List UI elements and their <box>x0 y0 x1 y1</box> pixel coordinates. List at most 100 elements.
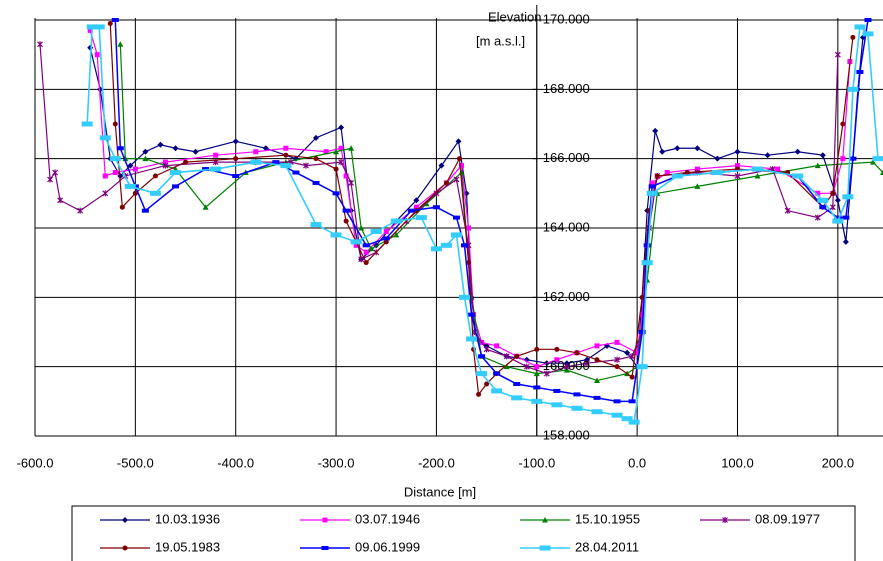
marker <box>563 367 570 373</box>
marker <box>571 405 583 411</box>
marker <box>694 183 701 189</box>
marker <box>646 190 658 196</box>
y-tick-label: 158.000 <box>543 427 590 442</box>
marker <box>94 52 100 58</box>
marker <box>117 173 124 179</box>
x-tick-label: -400.0 <box>217 455 254 470</box>
marker <box>338 159 345 166</box>
marker <box>614 339 620 345</box>
marker <box>574 350 580 356</box>
marker <box>116 146 124 151</box>
marker <box>57 197 64 204</box>
marker <box>142 155 149 162</box>
y-axis-unit: [m a.s.l.] <box>476 33 525 48</box>
marker <box>102 190 109 197</box>
marker <box>253 149 259 155</box>
marker <box>621 416 633 422</box>
marker <box>629 374 635 380</box>
marker <box>539 545 551 551</box>
marker <box>722 517 728 523</box>
marker <box>764 152 771 159</box>
marker <box>283 145 289 151</box>
marker <box>819 152 826 159</box>
marker <box>322 517 328 523</box>
marker <box>840 121 846 127</box>
marker <box>654 173 660 179</box>
marker <box>511 395 523 401</box>
marker <box>775 166 781 172</box>
x-tick-label: -600.0 <box>17 455 54 470</box>
marker <box>162 159 168 165</box>
marker <box>283 152 289 158</box>
marker <box>476 391 482 397</box>
marker <box>854 24 866 30</box>
marker <box>233 156 239 162</box>
marker <box>734 163 740 169</box>
marker <box>830 190 836 196</box>
y-tick-label: 170.000 <box>543 11 590 26</box>
marker <box>368 245 375 252</box>
marker <box>312 134 319 141</box>
marker <box>458 169 465 176</box>
marker <box>834 51 841 58</box>
marker <box>643 243 651 248</box>
marker <box>483 346 490 353</box>
marker <box>52 169 58 176</box>
series-line <box>109 23 854 396</box>
marker <box>563 363 570 370</box>
marker <box>433 190 440 197</box>
marker <box>102 173 108 179</box>
marker <box>594 357 600 363</box>
marker <box>466 225 472 231</box>
marker <box>363 249 369 255</box>
marker <box>440 242 452 248</box>
x-axis-label: Distance [m] <box>404 484 476 499</box>
marker <box>684 170 690 176</box>
marker <box>393 231 400 238</box>
marker <box>648 184 656 189</box>
marker <box>127 162 134 169</box>
marker <box>466 336 478 342</box>
x-tick-label: 0.0 <box>628 455 646 470</box>
marker <box>141 208 149 213</box>
x-tick-label: -100.0 <box>518 455 555 470</box>
legend-label: 09.06.1999 <box>355 539 420 554</box>
y-tick-label: 166.000 <box>543 150 590 165</box>
marker <box>87 44 94 51</box>
marker <box>593 377 600 384</box>
marker <box>330 232 342 238</box>
marker <box>856 70 864 74</box>
marker <box>614 364 620 370</box>
marker <box>862 31 874 37</box>
marker <box>639 312 645 318</box>
marker <box>476 371 488 377</box>
marker <box>332 191 340 196</box>
marker <box>81 121 93 127</box>
series-line <box>89 37 864 369</box>
marker <box>494 343 500 349</box>
marker <box>323 149 329 155</box>
marker <box>659 148 666 155</box>
marker <box>86 24 98 30</box>
marker <box>432 205 440 210</box>
marker <box>338 124 345 131</box>
legend-label: 03.07.1946 <box>355 511 420 526</box>
legend: 10.03.1936 03.07.1946 15.10.1955 08.09.1977… <box>100 511 820 554</box>
marker <box>842 238 849 245</box>
marker <box>819 205 827 210</box>
x-tick-label: -200.0 <box>418 455 455 470</box>
marker <box>613 399 621 404</box>
marker <box>157 141 164 148</box>
marker <box>484 381 490 387</box>
marker <box>842 215 850 220</box>
marker <box>543 370 550 377</box>
marker <box>413 197 420 204</box>
marker <box>382 236 390 241</box>
marker <box>584 360 590 367</box>
marker <box>614 356 620 363</box>
marker <box>99 135 111 141</box>
marker <box>262 145 269 152</box>
legend-label: 10.03.1936 <box>155 511 220 526</box>
marker <box>333 148 340 155</box>
